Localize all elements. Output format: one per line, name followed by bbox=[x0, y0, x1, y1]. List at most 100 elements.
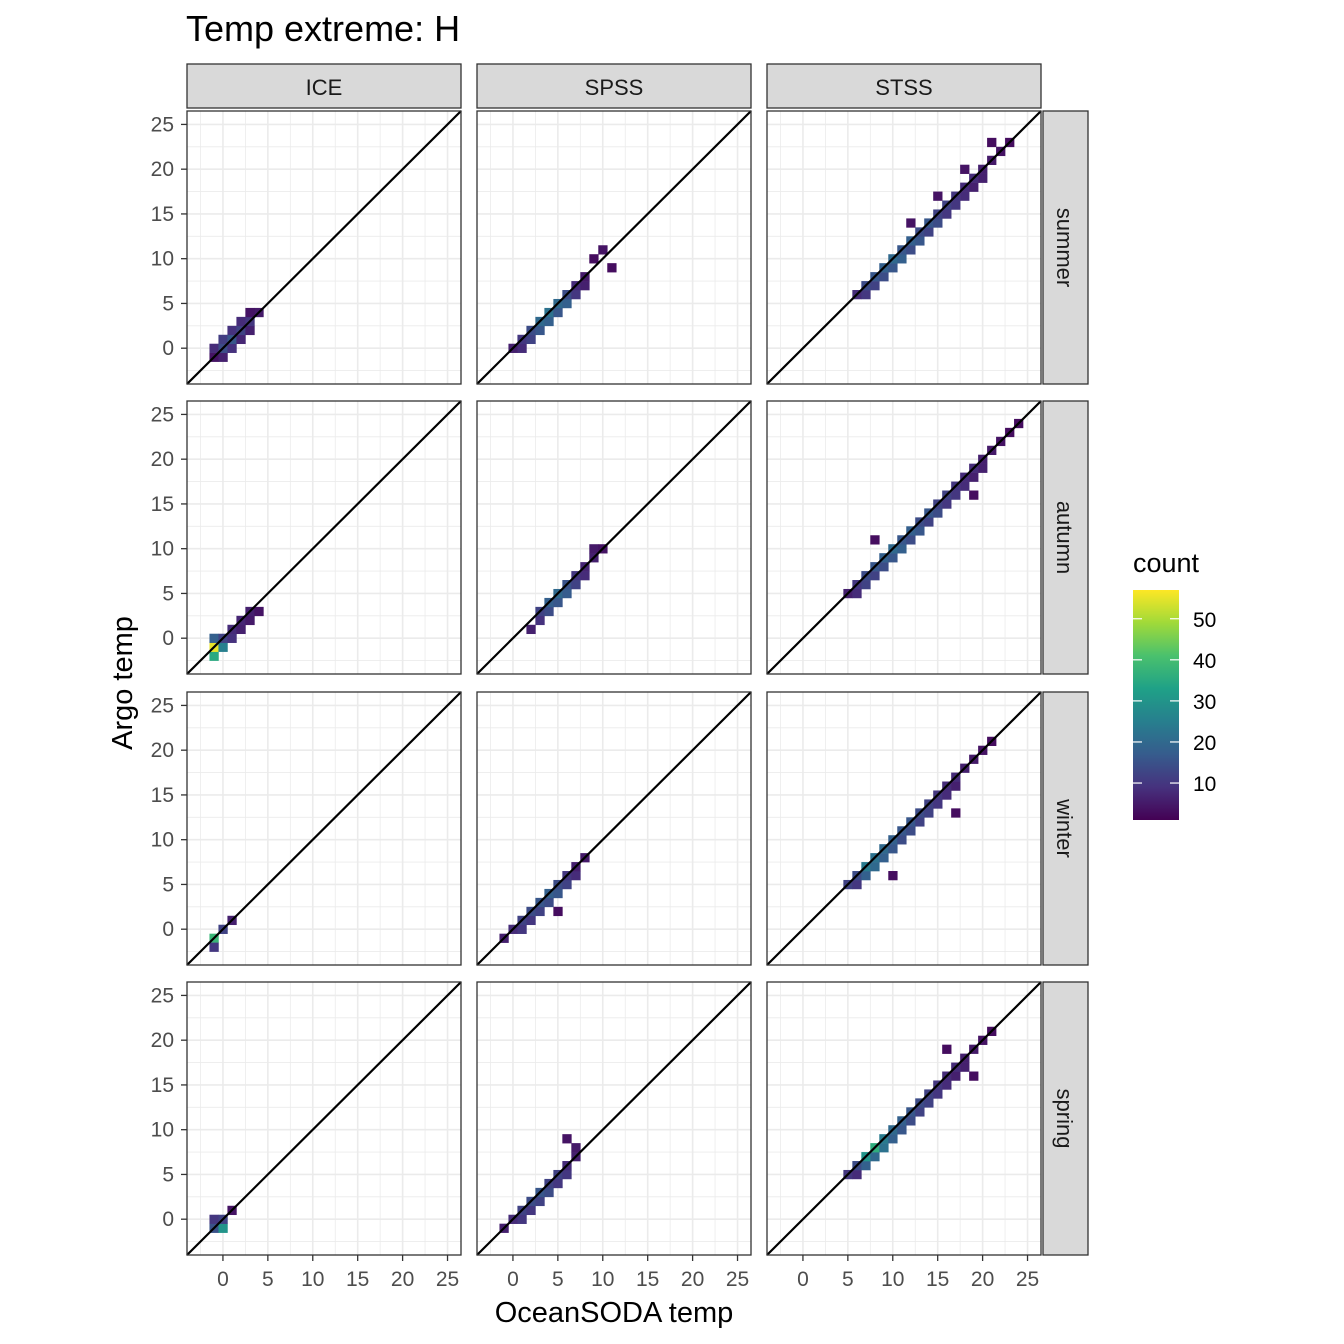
identity-line bbox=[766, 110, 1042, 385]
strip-autumn: autumn bbox=[1042, 400, 1089, 675]
strip-background bbox=[476, 63, 752, 109]
heatmap-cell bbox=[218, 642, 228, 652]
heatmap-cell bbox=[924, 808, 934, 818]
heatmap-cell bbox=[960, 481, 970, 491]
strip-background bbox=[766, 63, 1042, 109]
y-tick-label: 10 bbox=[151, 538, 174, 561]
panel-spss-spring bbox=[476, 981, 752, 1256]
y-tick-label: 10 bbox=[151, 829, 174, 852]
heatmap-cell bbox=[589, 544, 599, 554]
strip-summer: summer bbox=[1042, 110, 1089, 385]
x-tick-label: 20 bbox=[391, 1268, 414, 1291]
heatmap-cell bbox=[209, 651, 219, 661]
identity-line bbox=[186, 691, 462, 966]
heatmap-cell bbox=[517, 343, 527, 353]
strip-background bbox=[1042, 691, 1089, 966]
heatmap-cell bbox=[580, 571, 590, 581]
panels-layer bbox=[186, 110, 1042, 1256]
y-tick-label: 25 bbox=[151, 984, 174, 1007]
heatmap-cell bbox=[897, 254, 907, 264]
heatmap-cell bbox=[218, 334, 228, 345]
identity-line bbox=[476, 691, 752, 966]
heatmap-cell bbox=[227, 325, 237, 336]
x-tick-label: 0 bbox=[507, 1268, 519, 1291]
y-tick-label: 20 bbox=[151, 448, 174, 471]
legend-tick-label: 30 bbox=[1193, 691, 1216, 714]
heatmap-cell bbox=[236, 624, 246, 635]
y-tick-label: 20 bbox=[151, 739, 174, 762]
identity-line bbox=[186, 400, 462, 675]
heatmap-cell bbox=[571, 1143, 581, 1153]
heatmap-cell bbox=[960, 1062, 970, 1072]
heatmap-cell bbox=[951, 490, 961, 500]
strip-label: STSS bbox=[875, 75, 932, 100]
heatmap-cell bbox=[888, 844, 898, 854]
legend-tick-label: 10 bbox=[1193, 773, 1216, 796]
heatmap-cell bbox=[861, 580, 871, 590]
panel-spss-autumn bbox=[476, 400, 752, 675]
heatmap-cell bbox=[209, 942, 219, 952]
heatmap-cell bbox=[924, 227, 934, 237]
y-tick-label: 5 bbox=[162, 873, 174, 896]
y-tick-label: 25 bbox=[151, 694, 174, 717]
heatmap-cell bbox=[906, 1116, 916, 1126]
heatmap-cell bbox=[942, 790, 952, 800]
identity-line bbox=[186, 981, 462, 1256]
heatmap-cell bbox=[942, 209, 952, 219]
y-tick-label: 10 bbox=[151, 248, 174, 271]
panel-border bbox=[186, 981, 462, 1256]
heatmap-cell bbox=[906, 826, 916, 836]
heatmap-cell bbox=[553, 906, 563, 917]
heatmap-cell bbox=[526, 624, 536, 635]
strip-label: ICE bbox=[306, 75, 343, 100]
heatmap-cell bbox=[526, 1205, 536, 1216]
y-tick-label: 0 bbox=[162, 1208, 174, 1231]
heatmap-cell bbox=[870, 281, 880, 291]
heatmap-cell bbox=[933, 191, 943, 201]
panel-spss-winter bbox=[476, 691, 752, 966]
heatmap-cell bbox=[544, 1187, 554, 1198]
heatmap-cell bbox=[942, 1044, 952, 1054]
panel-ice-summer bbox=[186, 110, 462, 385]
heatmap-cell bbox=[969, 472, 979, 482]
heatmap-cell bbox=[870, 535, 880, 545]
heatmap-cell bbox=[861, 1161, 871, 1171]
identity-line bbox=[476, 400, 752, 675]
heatmap-cell bbox=[915, 817, 925, 827]
y-tick-label: 5 bbox=[162, 292, 174, 315]
x-tick-label: 10 bbox=[881, 1268, 904, 1291]
heatmap-cell bbox=[245, 615, 255, 626]
heatmap-cell bbox=[951, 808, 961, 818]
heatmap-cell bbox=[852, 588, 862, 599]
panel-border bbox=[186, 400, 462, 675]
y-tick-label: 5 bbox=[162, 1163, 174, 1186]
heatmap-cell bbox=[888, 871, 898, 881]
y-tick-label: 25 bbox=[151, 403, 174, 426]
heatmap-cell bbox=[517, 924, 527, 934]
heatmap-cell bbox=[254, 606, 264, 617]
legend-tick-label: 50 bbox=[1193, 609, 1216, 632]
y-tick-label: 15 bbox=[151, 1074, 174, 1097]
y-tick-label: 20 bbox=[151, 158, 174, 181]
strip-winter: winter bbox=[1042, 691, 1089, 966]
legend-colorbar bbox=[1133, 590, 1179, 820]
heatmap-cell bbox=[580, 281, 590, 291]
heatmap-cell bbox=[942, 499, 952, 509]
heatmap-cell bbox=[888, 553, 898, 563]
heatmap-cell bbox=[553, 888, 563, 899]
heatmap-cell bbox=[553, 597, 563, 608]
x-tick-label: 15 bbox=[346, 1268, 369, 1291]
panel-border bbox=[476, 981, 752, 1256]
heatmap-cell bbox=[535, 615, 545, 626]
heatmap-cell bbox=[562, 298, 572, 309]
y-axis-label: Argo temp bbox=[107, 616, 139, 750]
panel-stss-spring bbox=[766, 981, 1042, 1256]
heatmap-cell bbox=[861, 871, 871, 881]
y-tick-label: 10 bbox=[151, 1119, 174, 1142]
panel-border bbox=[186, 110, 462, 385]
panel-border bbox=[476, 691, 752, 966]
panel-stss-summer bbox=[766, 110, 1042, 385]
heatmap-cell bbox=[852, 879, 862, 890]
strip-label: SPSS bbox=[585, 75, 644, 100]
